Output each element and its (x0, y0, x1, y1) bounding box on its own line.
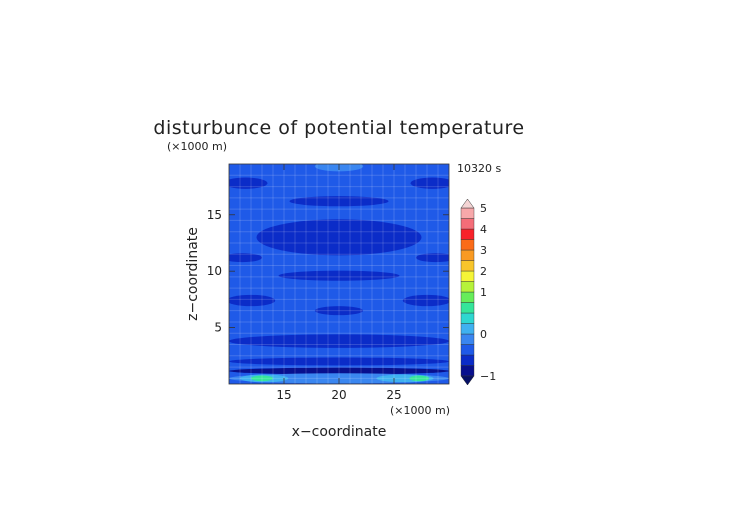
heatmap-feature (229, 357, 449, 366)
heatmap-feature (229, 334, 449, 348)
colorbar-segment (460, 207, 475, 219)
colorbar-segment (460, 302, 475, 314)
plot-area (229, 164, 449, 384)
heatmap-feature (410, 177, 449, 189)
heatmap-feature (256, 219, 422, 256)
colorbar-segment (460, 249, 475, 261)
axes: 15 20 25 5 10 15 (207, 163, 450, 402)
heatmap-feature (416, 253, 449, 263)
x-tick-label: 25 (386, 388, 401, 402)
time-label: 10320 s (457, 162, 501, 175)
colorbar-segment (460, 354, 475, 366)
colorbar-segment (460, 333, 475, 345)
colorbar-max-arrow (460, 198, 475, 209)
y-axis-label: z−coordinate (185, 227, 201, 321)
y-tick-label: 10 (207, 264, 222, 278)
heatmap-feature (229, 367, 449, 375)
colorbar-min-arrow (460, 375, 475, 386)
colorbar-segment (460, 323, 475, 335)
x-unit-label: (×1000 m) (390, 404, 450, 417)
colorbar-segment (460, 228, 475, 240)
colorbar-segment (460, 260, 475, 272)
heatmap-feature (402, 294, 449, 307)
heatmap-feature (229, 294, 276, 307)
colorbar-label: 2 (480, 265, 487, 278)
colorbar: −1 0 1 2 3 4 5 (460, 198, 496, 386)
x-tick-label: 15 (276, 388, 291, 402)
colorbar-segment (460, 365, 475, 377)
colorbar-segment (460, 344, 475, 356)
colorbar-segment (460, 239, 475, 251)
y-tick-label: 5 (214, 321, 222, 335)
colorbar-label: 5 (480, 202, 487, 215)
y-tick-label: 15 (207, 208, 222, 222)
heatmap-feature (278, 270, 400, 281)
chart-title: disturbunce of potential temperature (153, 117, 524, 139)
heatmap-feature (251, 375, 273, 382)
x-axis-label: x−coordinate (292, 424, 387, 440)
colorbar-segment (460, 291, 475, 303)
colorbar-label: 3 (480, 244, 487, 257)
colorbar-label: 1 (480, 286, 487, 299)
colorbar-segment (460, 218, 475, 230)
heatmap-feature (229, 177, 268, 189)
y-unit-label: (×1000 m) (167, 140, 227, 153)
colorbar-segment (460, 312, 475, 324)
colorbar-label: 4 (480, 223, 487, 236)
heatmap-feature (409, 375, 430, 382)
colorbar-label: −1 (480, 370, 496, 383)
heatmap-feature (229, 253, 262, 263)
x-tick-label: 20 (331, 388, 346, 402)
heatmap-feature (314, 306, 364, 316)
colorbar-segment (460, 270, 475, 282)
heatmap-feature (289, 196, 389, 207)
colorbar-label: 0 (480, 328, 487, 341)
colorbar-segment (460, 281, 475, 293)
